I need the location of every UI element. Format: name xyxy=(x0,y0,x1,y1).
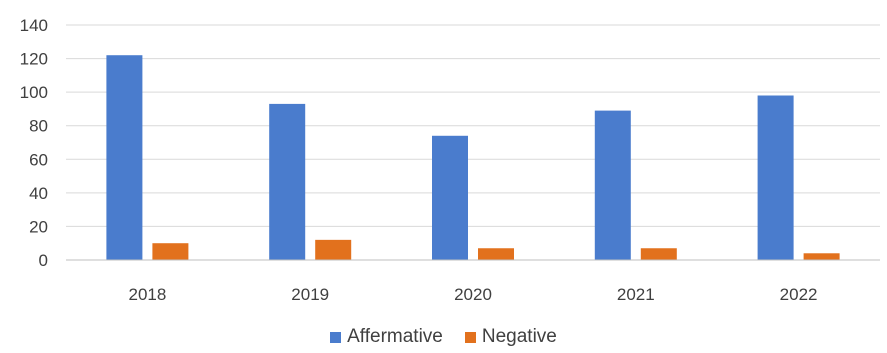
bar-affermative-2019 xyxy=(269,103,306,261)
bar-negative-2019 xyxy=(315,239,352,260)
x-tick-label: 2021 xyxy=(617,285,655,304)
legend-swatch-affermative xyxy=(330,331,342,343)
x-tick-label: 2018 xyxy=(128,285,166,304)
y-tick-label: 140 xyxy=(20,16,48,35)
legend-item-negative: Negative xyxy=(464,326,557,348)
legend-label-affermative: Affermative xyxy=(347,326,443,347)
x-tick-label: 2020 xyxy=(454,285,492,304)
legend: Affermative Negative xyxy=(0,326,887,348)
bar-chart: 0 20 40 60 80 100 120 140 2018 2019 2020 2021 2022 xyxy=(20,16,880,304)
y-tick-label: 0 xyxy=(39,251,48,270)
legend-label-negative: Negative xyxy=(481,326,557,347)
bar-negative-2020 xyxy=(478,248,514,260)
y-tick-label: 80 xyxy=(29,117,48,136)
bar-negative-2018 xyxy=(152,243,189,260)
bar-affermative-2022 xyxy=(757,95,794,260)
y-tick-label: 60 xyxy=(29,150,48,169)
y-tick-label: 40 xyxy=(29,184,48,203)
legend-item-affermative: Affermative xyxy=(330,326,443,348)
bar-affermative-2021 xyxy=(594,110,631,260)
y-tick-label: 20 xyxy=(29,217,48,236)
x-tick-label: 2022 xyxy=(780,285,818,304)
y-tick-label: 100 xyxy=(20,83,48,102)
x-tick-label: 2019 xyxy=(291,285,329,304)
bar-affermative-2018 xyxy=(106,55,143,260)
bar-affermative-2020 xyxy=(432,135,468,260)
bar-negative-2022 xyxy=(803,253,840,260)
bar-negative-2021 xyxy=(640,248,677,260)
legend-swatch-negative xyxy=(464,331,476,343)
y-tick-label: 120 xyxy=(20,50,48,69)
